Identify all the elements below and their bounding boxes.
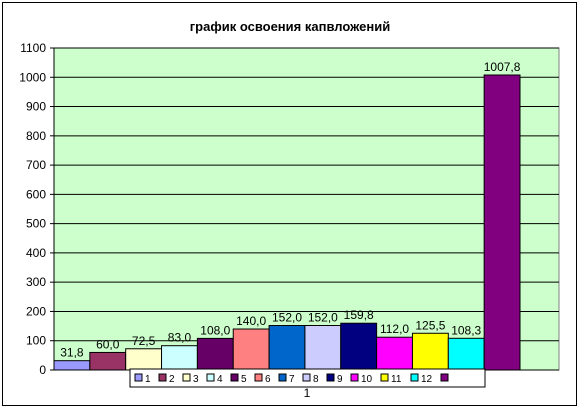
data-label: 140,0 [236,314,266,328]
data-label: 125,5 [415,318,445,332]
data-label: 108,0 [200,323,230,337]
legend-label: 9 [337,374,343,385]
bar [268,325,306,371]
bar [376,336,413,371]
legend-swatch [134,373,143,382]
legend-swatch [254,373,263,382]
legend-swatch [182,373,191,382]
y-tick-label: 800 [26,129,46,143]
data-label: 152,0 [272,311,302,325]
y-tick-label: 900 [26,100,46,114]
legend-swatch [350,373,359,382]
bar [125,348,163,371]
data-label: 112,0 [380,322,409,336]
y-tick-label: 400 [26,246,46,260]
legend-swatch [326,373,335,382]
legend-swatch [206,373,215,382]
y-tick-label: 700 [26,158,46,172]
data-label: 159,8 [344,308,374,322]
data-label: 72,5 [132,334,156,348]
data-labels: 31,8 60,0 72,5 83,0 108,0 140,0 152,0 152,0 159,… [60,60,521,360]
bar [53,360,91,371]
x-category-label: 1 [304,386,311,400]
legend-label: 8 [313,374,319,385]
y-tick-label: 300 [26,275,46,289]
legend-label: 4 [217,374,223,385]
legend-label: 10 [361,374,373,385]
bars [53,74,521,371]
y-tick-label: 0 [39,363,46,377]
data-label: 83,0 [168,331,192,345]
bar [161,345,198,371]
legend-swatch [302,373,311,382]
bar [304,325,342,371]
bar [483,74,521,371]
bar [196,337,234,371]
legend-swatch [158,373,167,382]
y-tick-label: 600 [26,187,46,201]
legend-label: 1 [145,374,151,385]
legend-swatch [380,373,389,382]
data-label: 108,3 [451,323,481,337]
legend-label: 2 [169,374,175,385]
data-label: 60,0 [96,337,120,351]
chart-title: график освоения капвложений [190,19,390,34]
legend-label: 12 [421,374,433,385]
legend-swatch [230,373,239,382]
data-label: 31,8 [60,346,84,360]
y-tick-label: 200 [26,304,46,318]
y-tick-label: 500 [26,217,46,231]
legend-label: 11 [391,374,402,385]
legend-label: 7 [289,374,295,385]
legend-label: 6 [265,374,271,385]
legend-label: 3 [193,374,199,385]
legend-swatch [410,373,419,382]
data-label: 152,0 [308,311,338,325]
legend-swatch [440,373,449,382]
bar [89,351,127,371]
y-axis: 0 100 200 300 400 500 600 700 800 900 1000 1100 [19,41,55,377]
bar [411,332,449,371]
y-tick-label: 1000 [19,70,46,84]
legend: 1 2 3 4 5 6 7 8 9 10 11 12 [129,368,486,388]
plot-area [53,47,560,371]
bar [232,328,270,371]
y-tick-label: 100 [26,334,46,348]
legend-swatch [278,373,287,382]
bar [340,322,378,371]
plot-background [53,47,560,371]
bar [447,337,485,371]
y-tick-label: 1100 [20,41,46,55]
legend-label: 5 [241,374,247,385]
data-label: 1007,8 [484,60,521,74]
